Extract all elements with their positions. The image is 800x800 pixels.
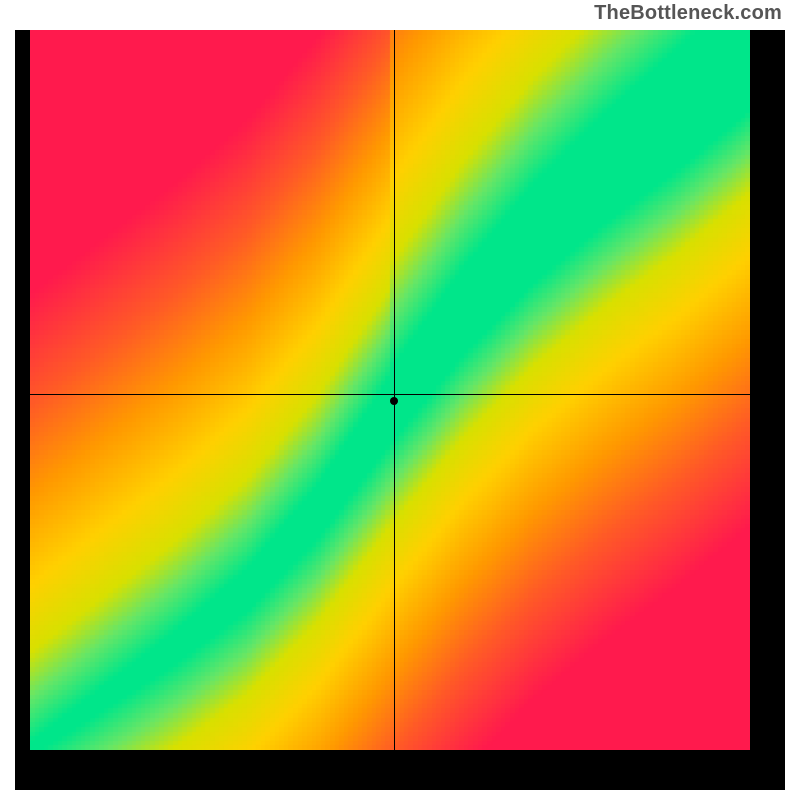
crosshair-horizontal <box>30 394 750 395</box>
watermark-text: TheBottleneck.com <box>594 2 782 25</box>
chart-frame <box>15 30 785 790</box>
crosshair-vertical <box>394 30 395 750</box>
marker-dot <box>390 397 398 405</box>
heatmap-canvas <box>30 30 750 750</box>
